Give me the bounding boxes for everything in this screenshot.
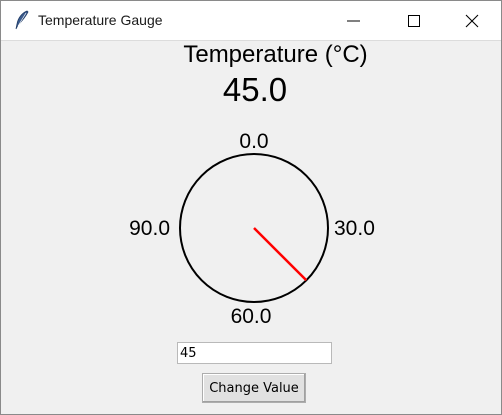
window-title: Temperature Gauge bbox=[38, 12, 163, 28]
gauge-value-readout: 45.0 bbox=[222, 71, 288, 108]
tick-label-left: 90.0 bbox=[129, 217, 170, 240]
tick-label-bottom: 60.0 bbox=[231, 305, 272, 328]
minimize-button[interactable] bbox=[331, 1, 377, 40]
maximize-button[interactable] bbox=[391, 1, 437, 40]
close-button[interactable] bbox=[449, 1, 495, 40]
gauge-title: Temperature (°C) bbox=[183, 41, 368, 68]
tick-label-top: 0.0 bbox=[239, 130, 268, 153]
gauge-needle bbox=[253, 227, 308, 282]
maximize-icon bbox=[408, 15, 420, 27]
title-bar[interactable]: Temperature Gauge bbox=[1, 1, 501, 41]
tick-label-right: 30.0 bbox=[334, 217, 375, 240]
minimize-icon bbox=[347, 20, 360, 22]
gauge-dial bbox=[179, 153, 329, 303]
feather-icon bbox=[15, 10, 29, 30]
change-value-button[interactable]: Change Value bbox=[202, 373, 306, 403]
content-area: Temperature (°C) 45.0 0.0 30.0 60.0 90.0… bbox=[1, 41, 501, 414]
close-icon bbox=[465, 14, 479, 28]
gauge: 0.0 30.0 60.0 90.0 bbox=[129, 130, 375, 328]
value-input[interactable] bbox=[177, 342, 332, 364]
